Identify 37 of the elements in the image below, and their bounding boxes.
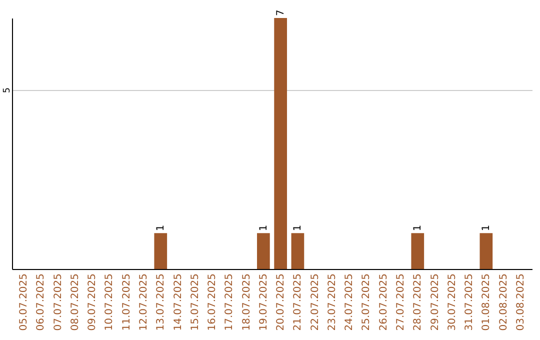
x-tick-label: 10.07.2025 [104, 274, 116, 331]
x-tick-label: 02.08.2025 [498, 274, 510, 331]
x-tick-label: 31.07.2025 [464, 274, 476, 331]
x-tick-label: 22.07.2025 [310, 274, 321, 331]
x-tick-label: 19.07.2025 [258, 274, 270, 331]
data-label: 1 [481, 224, 492, 232]
x-tick-label: 16.07.2025 [207, 274, 218, 331]
x-tick-label: 11.07.2025 [121, 274, 132, 331]
x-tick-label: 15.07.2025 [190, 274, 201, 331]
x-tick-label: 03.08.2025 [515, 274, 526, 331]
x-tick-label: 30.07.2025 [446, 274, 458, 331]
x-tick-label: 25.07.2025 [361, 274, 372, 331]
data-label: 1 [292, 224, 304, 232]
data-label: 1 [412, 224, 424, 232]
x-tick-label: 24.07.2025 [344, 274, 356, 331]
data-label: 1 [258, 224, 270, 232]
x-tick-label: 09.07.2025 [87, 274, 98, 331]
x-tick-label: 27.07.2025 [396, 274, 406, 331]
x-tick-label: 05.07.2025 [18, 274, 30, 331]
x-tick-label: 20.07.2025 [276, 274, 287, 331]
x-tick-label: 18.07.2025 [241, 274, 252, 331]
x-tick-label: 12.07.2025 [138, 274, 150, 331]
data-label: 7 [276, 10, 287, 16]
data-label: 1 [156, 224, 167, 232]
y-tick-label: 5 [2, 87, 12, 94]
x-tick-label: 06.07.2025 [36, 274, 47, 331]
x-tick-label: 23.07.2025 [326, 274, 338, 331]
x-tick-label: 01.08.2025 [481, 274, 492, 331]
x-tick-label: 21.07.2025 [292, 274, 304, 331]
x-tick-label: 26.07.2025 [378, 274, 390, 331]
x-tick-label: 07.07.2025 [52, 274, 64, 331]
x-tick-label: 13.07.2025 [156, 274, 167, 331]
x-tick-label: 14.07.2025 [172, 274, 184, 331]
x-tick-label: 08.07.2025 [70, 274, 81, 331]
x-tick-label: 28.07.2025 [412, 274, 424, 331]
x-tick-label: 17.07.2025 [224, 274, 236, 331]
x-tick-label: 29.07.2025 [430, 274, 441, 331]
